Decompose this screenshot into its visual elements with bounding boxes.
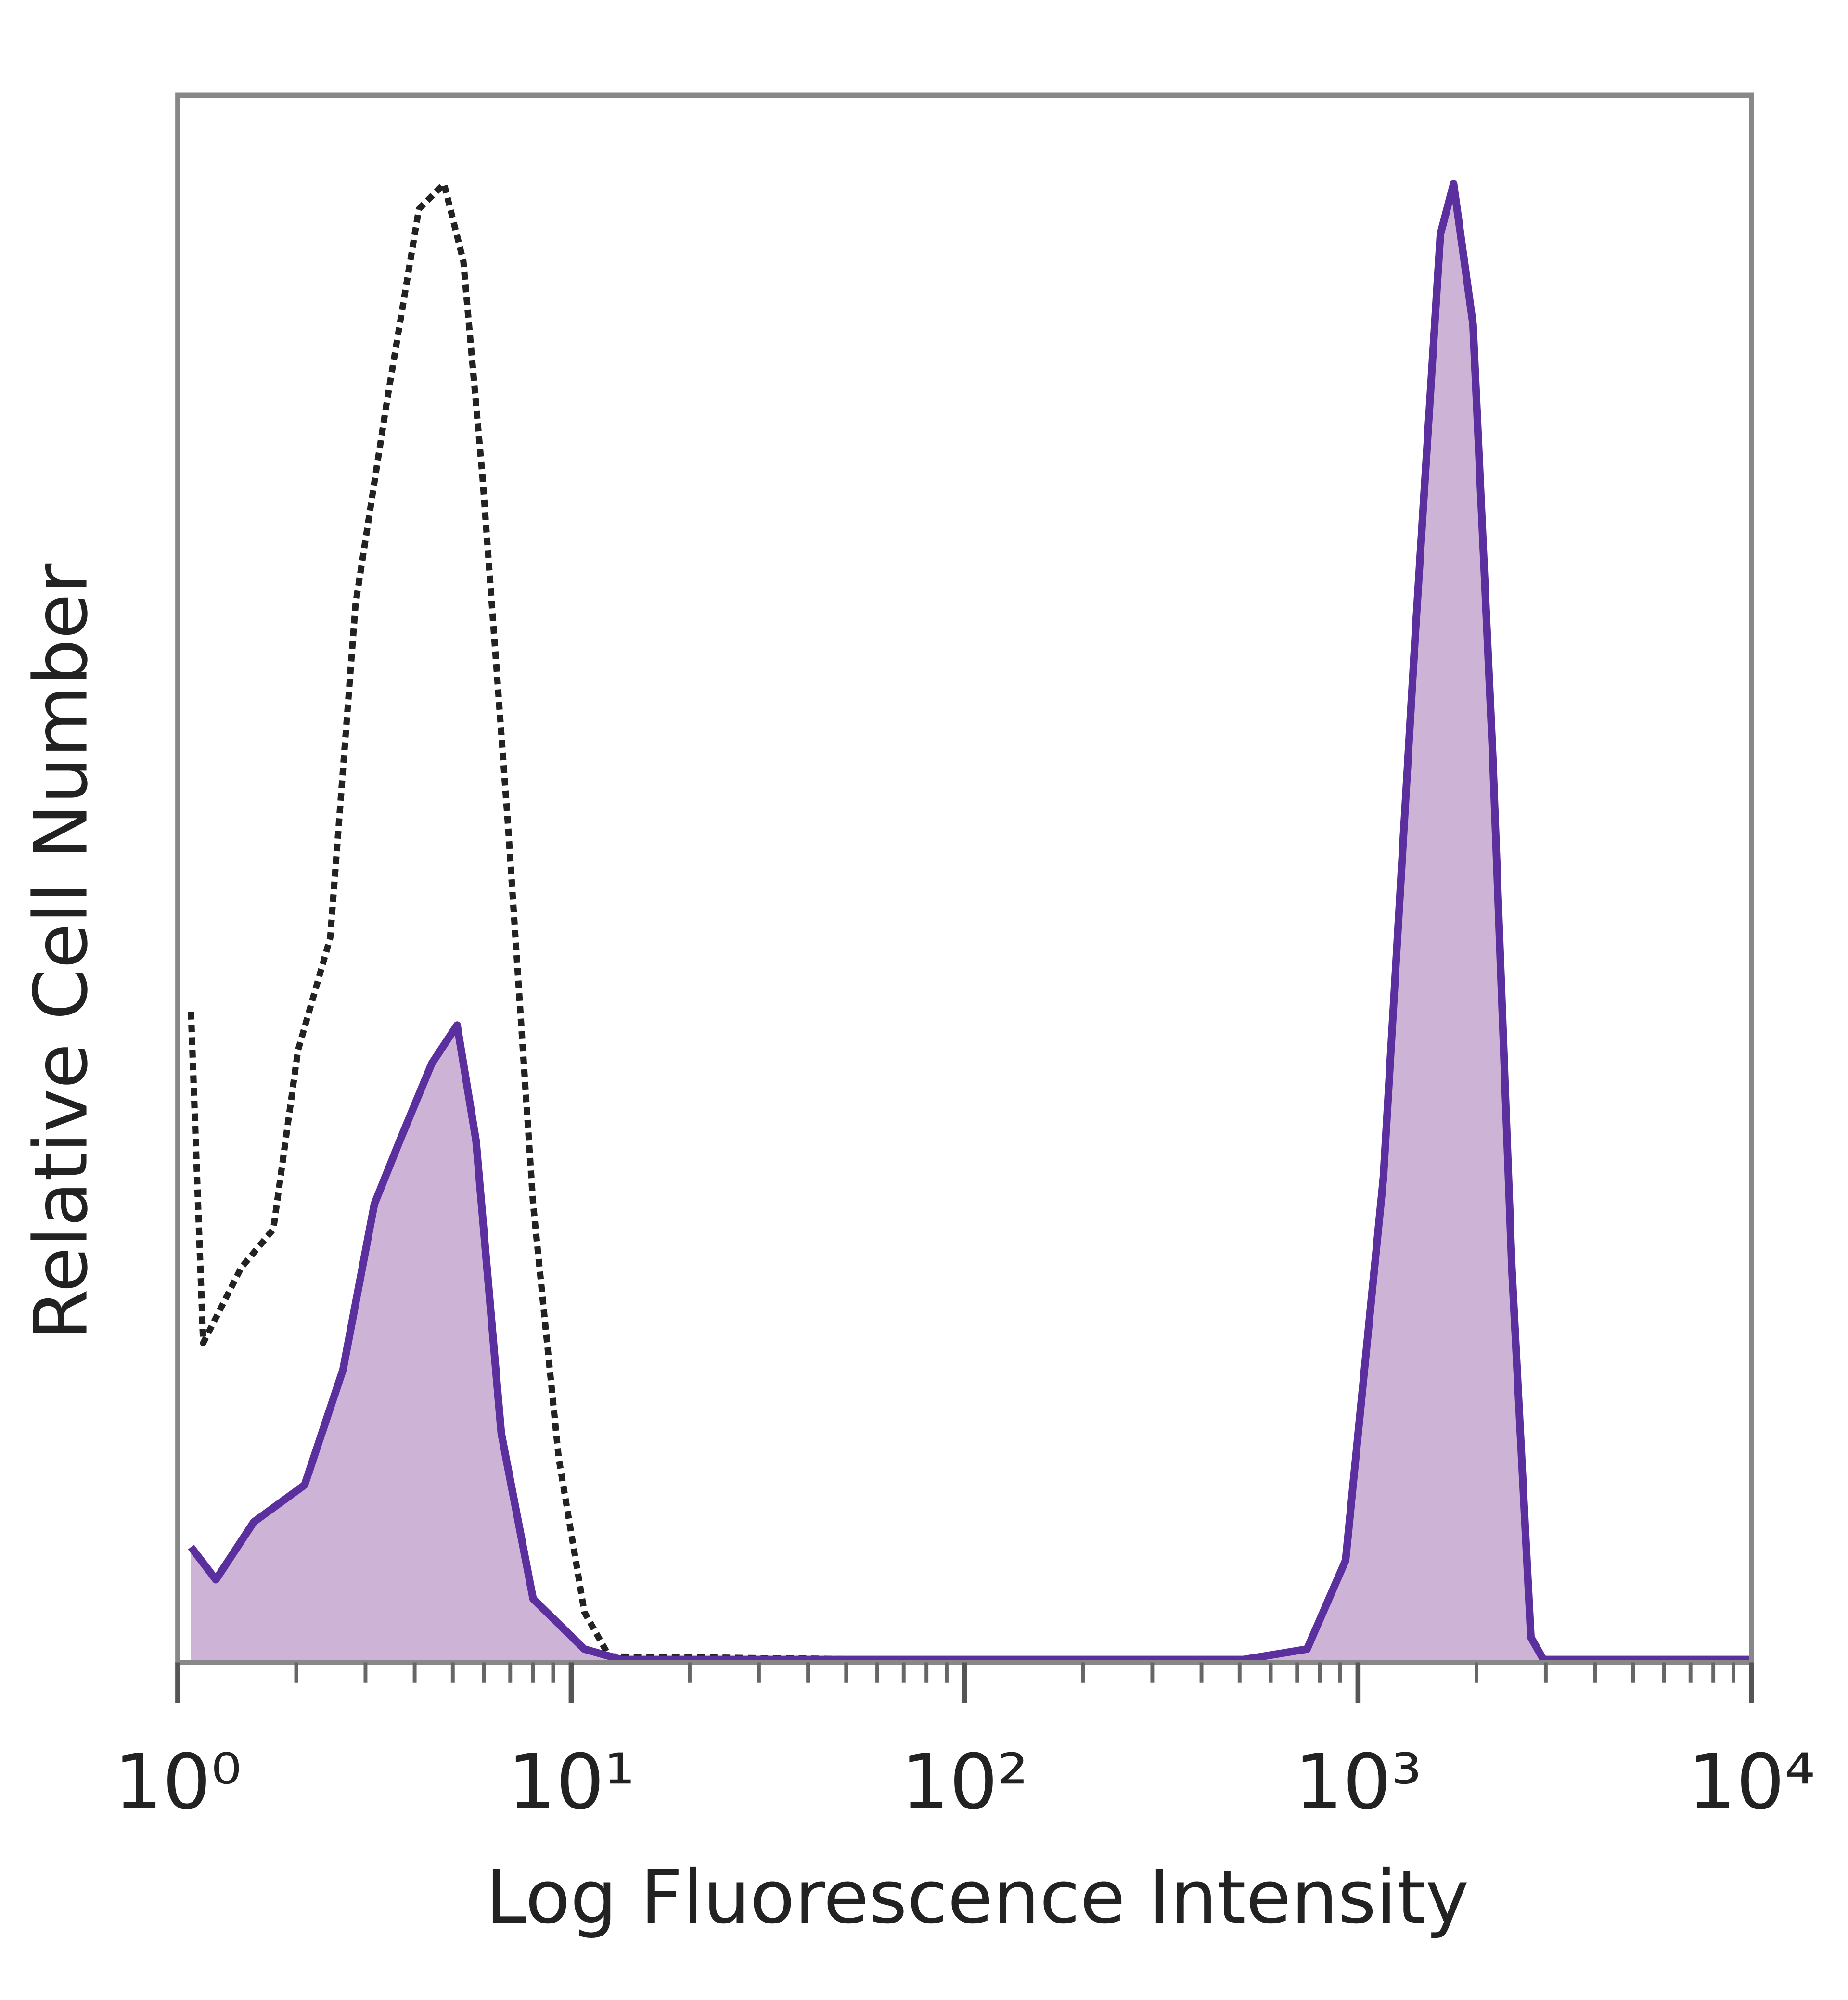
histogram-line bbox=[188, 180, 1752, 1663]
area bbox=[191, 184, 1752, 1663]
x-tick-label: 10⁴ bbox=[1688, 1738, 1815, 1827]
histogram-line bbox=[188, 180, 1752, 1664]
x-tick-label: 10³ bbox=[1294, 1738, 1422, 1827]
x-axis-label: Log Fluorescence Intensity bbox=[486, 1855, 1469, 1940]
x-tick-label: 10⁰ bbox=[114, 1738, 242, 1827]
x-tick-label: 10² bbox=[901, 1738, 1028, 1827]
x-tick-label: 10¹ bbox=[508, 1738, 635, 1827]
y-axis-label: Relative Cell Number bbox=[19, 564, 104, 1340]
